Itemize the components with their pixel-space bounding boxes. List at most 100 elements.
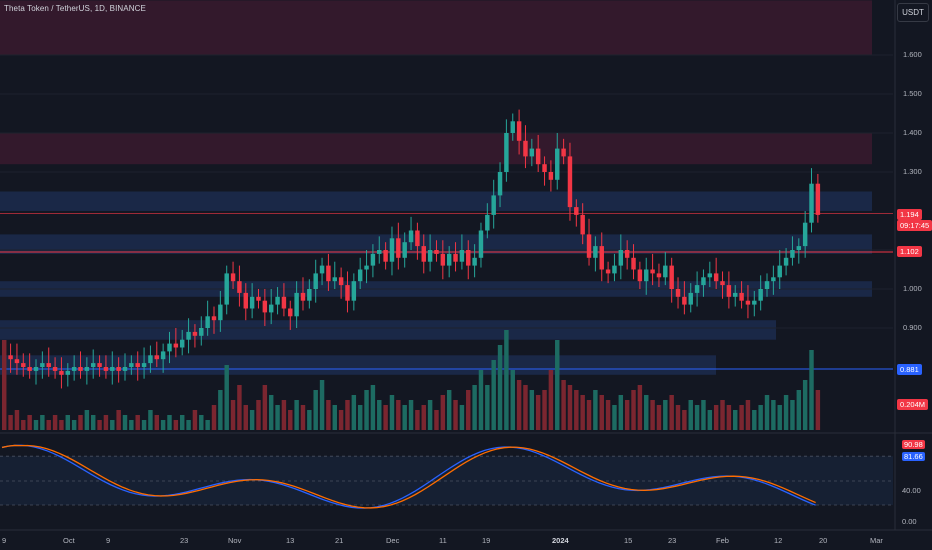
candle-body xyxy=(783,257,789,266)
time-tick: Oct xyxy=(63,536,75,545)
volume-bar xyxy=(243,405,248,430)
volume-bar xyxy=(224,365,229,430)
volume-bar xyxy=(790,400,795,430)
volume-bar xyxy=(377,400,382,430)
candle-body xyxy=(504,133,509,172)
candle-body xyxy=(415,230,420,247)
candle-body xyxy=(351,281,357,301)
candle-body xyxy=(256,296,261,301)
volume-bar xyxy=(338,410,344,430)
volume-bar xyxy=(497,345,503,430)
volume-bar xyxy=(427,400,433,430)
price-tick: 1.600 xyxy=(903,50,922,59)
candle-body xyxy=(332,277,337,282)
candle-body xyxy=(338,277,344,286)
volume-bar xyxy=(510,370,515,430)
volume-bar xyxy=(529,390,535,430)
zone-2 xyxy=(0,191,872,211)
volume-bar xyxy=(326,400,331,430)
candle-body xyxy=(459,250,465,262)
volume-bar xyxy=(281,400,287,430)
volume-bar xyxy=(656,405,662,430)
candle-body xyxy=(40,363,45,367)
zone-6 xyxy=(0,355,716,375)
candle-body xyxy=(529,148,535,157)
candle-body xyxy=(313,273,318,289)
candle-body xyxy=(701,277,706,286)
price-tick: 1.000 xyxy=(903,284,922,293)
candle-body xyxy=(663,265,668,278)
volume-bar xyxy=(332,405,337,430)
candle-body xyxy=(319,265,325,274)
candle-body xyxy=(605,269,611,274)
candle-body xyxy=(52,367,58,371)
time-tick: Mar xyxy=(870,536,883,545)
volume-bar xyxy=(52,415,58,430)
candle-body xyxy=(764,281,770,289)
volume-bar xyxy=(345,400,350,430)
candle-body xyxy=(758,289,763,301)
volume-bar xyxy=(186,420,191,430)
candle-body xyxy=(243,292,248,309)
candle-body xyxy=(173,343,179,348)
candle-body xyxy=(656,273,662,278)
candle-body xyxy=(364,265,369,270)
candle-body xyxy=(694,285,700,293)
candle-body xyxy=(357,269,363,282)
currency-button[interactable]: USDT xyxy=(897,3,929,22)
candle-body xyxy=(472,257,477,266)
volume-bar xyxy=(389,395,395,430)
candle-body xyxy=(720,281,725,286)
time-tick: 23 xyxy=(668,536,677,545)
volume-bar xyxy=(110,420,115,430)
volume-bar xyxy=(319,380,325,430)
candle-body xyxy=(205,316,210,328)
candle-body xyxy=(580,214,585,235)
candle-body xyxy=(599,246,604,270)
volume-bar xyxy=(408,400,414,430)
volume-bar xyxy=(713,405,719,430)
volume-bar xyxy=(179,415,185,430)
volume-bar xyxy=(771,400,776,430)
volume-bar xyxy=(535,395,541,430)
candle-body xyxy=(129,363,134,367)
candle-body xyxy=(154,355,160,360)
candle-body xyxy=(300,292,306,301)
osc-tick: 90.98 xyxy=(902,440,925,449)
volume-bar xyxy=(14,410,20,430)
volume-bar xyxy=(466,390,471,430)
candle-body xyxy=(396,238,401,258)
volume-bar xyxy=(631,390,636,430)
volume-bar xyxy=(663,400,668,430)
volume-bar xyxy=(523,385,528,430)
candle-body xyxy=(777,265,782,278)
price-tick: 1.500 xyxy=(903,89,922,98)
volume-bar xyxy=(199,415,204,430)
last-price-tag: 1.194 xyxy=(897,209,922,220)
candle-body xyxy=(542,164,547,172)
candle-body xyxy=(637,269,643,282)
volume-bar xyxy=(548,370,554,430)
price-tick: 1.400 xyxy=(903,128,922,137)
volume-bar xyxy=(796,390,802,430)
candle-body xyxy=(555,148,560,180)
candle-body xyxy=(631,257,636,270)
candle-body xyxy=(249,296,255,309)
candle-body xyxy=(288,308,293,317)
candle-body xyxy=(148,355,153,364)
candle-body xyxy=(618,250,624,266)
candle-body xyxy=(78,367,83,371)
volume-bar xyxy=(313,390,318,430)
volume-bar xyxy=(567,385,573,430)
volume-bar xyxy=(59,420,64,430)
candle-body xyxy=(370,253,376,266)
volume-bar xyxy=(669,395,674,430)
candle-body xyxy=(224,273,229,305)
candle-body xyxy=(796,246,802,250)
time-tick: Nov xyxy=(228,536,242,545)
candle-body xyxy=(402,242,407,258)
volume-bar xyxy=(357,405,363,430)
candle-body xyxy=(675,289,681,297)
candle-body xyxy=(707,273,713,278)
